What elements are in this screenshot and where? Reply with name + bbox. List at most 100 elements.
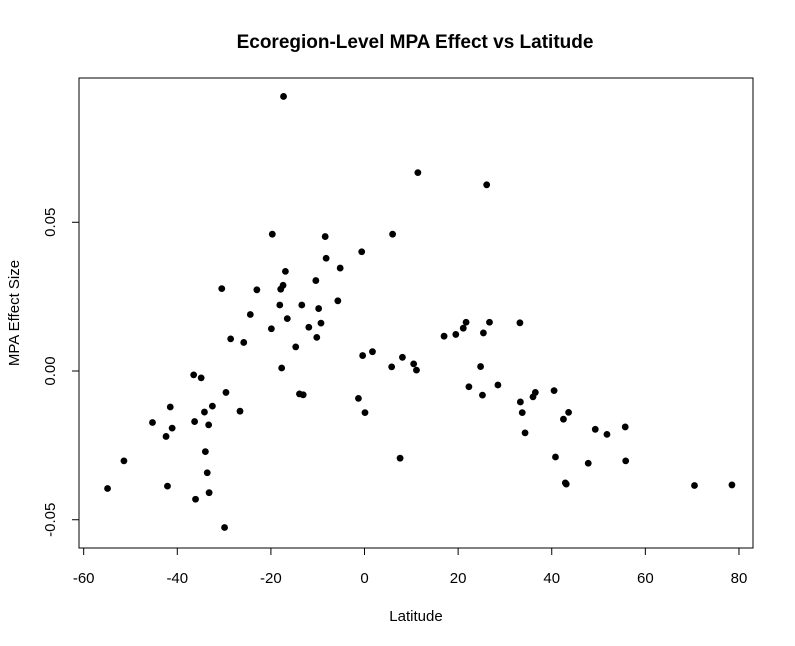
data-point — [315, 305, 323, 312]
data-point — [292, 343, 300, 351]
y-tick-label: -0.05 — [42, 503, 59, 537]
data-point — [691, 482, 698, 489]
plot-frame — [78, 77, 754, 549]
data-point — [253, 286, 261, 294]
data-point — [521, 429, 529, 437]
data-point — [480, 329, 487, 337]
x-axis-label: Latitude — [389, 608, 442, 625]
data-point — [361, 409, 369, 417]
data-point — [246, 311, 254, 318]
data-point — [236, 407, 244, 415]
data-point — [221, 524, 228, 531]
data-point — [494, 381, 502, 389]
data-point — [477, 363, 484, 370]
data-point — [584, 459, 592, 467]
data-point — [191, 418, 199, 425]
data-point — [355, 394, 362, 402]
data-point — [276, 301, 284, 309]
data-point — [321, 233, 329, 240]
data-point — [552, 453, 559, 461]
data-point — [465, 383, 473, 391]
data-point — [168, 424, 176, 432]
x-tick-label: 60 — [637, 570, 654, 587]
data-point — [298, 301, 306, 309]
data-point — [358, 248, 366, 256]
y-axis-label: MPA Effect Size — [6, 260, 23, 366]
y-tick-label: 0.05 — [42, 208, 59, 237]
data-point — [622, 457, 630, 465]
data-point — [591, 425, 599, 433]
data-point — [516, 398, 524, 406]
x-tick-label: -20 — [260, 570, 282, 587]
data-point — [414, 169, 422, 176]
data-point — [104, 485, 111, 492]
data-point — [322, 254, 330, 262]
data-point — [336, 264, 344, 272]
data-point — [283, 315, 291, 323]
data-point — [227, 335, 235, 343]
data-point — [162, 433, 170, 440]
data-point — [531, 389, 539, 396]
data-point — [203, 469, 211, 477]
data-point — [305, 323, 313, 331]
data-point — [440, 332, 448, 340]
data-point — [518, 409, 526, 417]
data-point — [299, 391, 307, 399]
data-point — [120, 457, 128, 465]
data-point — [201, 448, 209, 456]
data-point — [280, 93, 287, 100]
data-point — [410, 360, 418, 368]
x-axis: -60 -40 -20 0 20 40 60 80 — [73, 547, 748, 587]
y-axis: -0.05 0.00 0.05 — [42, 208, 80, 537]
data-point — [205, 421, 213, 429]
data-point — [603, 430, 611, 438]
data-point — [369, 348, 376, 356]
data-point — [190, 371, 198, 379]
data-point — [278, 364, 286, 372]
data-point — [313, 333, 321, 341]
data-point — [312, 277, 320, 284]
data-point — [282, 267, 289, 275]
data-point — [413, 366, 420, 374]
data-point — [486, 318, 493, 326]
data-point — [218, 285, 226, 293]
data-point — [389, 230, 396, 238]
data-point — [560, 415, 567, 423]
data-point — [166, 403, 174, 411]
data-point — [149, 419, 156, 426]
data-point — [164, 482, 171, 490]
data-point — [565, 408, 572, 416]
data-point — [268, 230, 276, 238]
data-point — [399, 353, 406, 361]
data-point — [550, 387, 558, 395]
data-point — [562, 480, 570, 488]
x-tick-label: 0 — [360, 570, 368, 587]
data-point — [197, 374, 205, 382]
data-point — [359, 352, 367, 359]
data-point — [516, 319, 524, 327]
data-point — [483, 181, 491, 189]
data-point — [208, 402, 216, 410]
data-point — [192, 495, 199, 503]
data-point — [240, 339, 248, 346]
x-tick-label: 80 — [731, 570, 748, 587]
x-tick-label: -40 — [166, 570, 188, 587]
data-point — [334, 297, 342, 305]
data-point — [201, 408, 208, 416]
data-point — [205, 489, 213, 497]
data-point — [462, 318, 470, 326]
data-point — [396, 454, 404, 462]
data-point — [621, 423, 629, 431]
x-tick-label: -60 — [73, 570, 95, 587]
x-tick-label: 40 — [543, 570, 560, 587]
data-point — [388, 363, 396, 371]
data-point — [279, 281, 287, 289]
data-points — [104, 93, 736, 531]
data-point — [479, 391, 486, 399]
data-point — [452, 331, 460, 338]
y-tick-label: 0.00 — [42, 356, 59, 385]
data-point — [459, 324, 467, 332]
data-point — [728, 481, 736, 489]
data-point — [267, 325, 275, 333]
